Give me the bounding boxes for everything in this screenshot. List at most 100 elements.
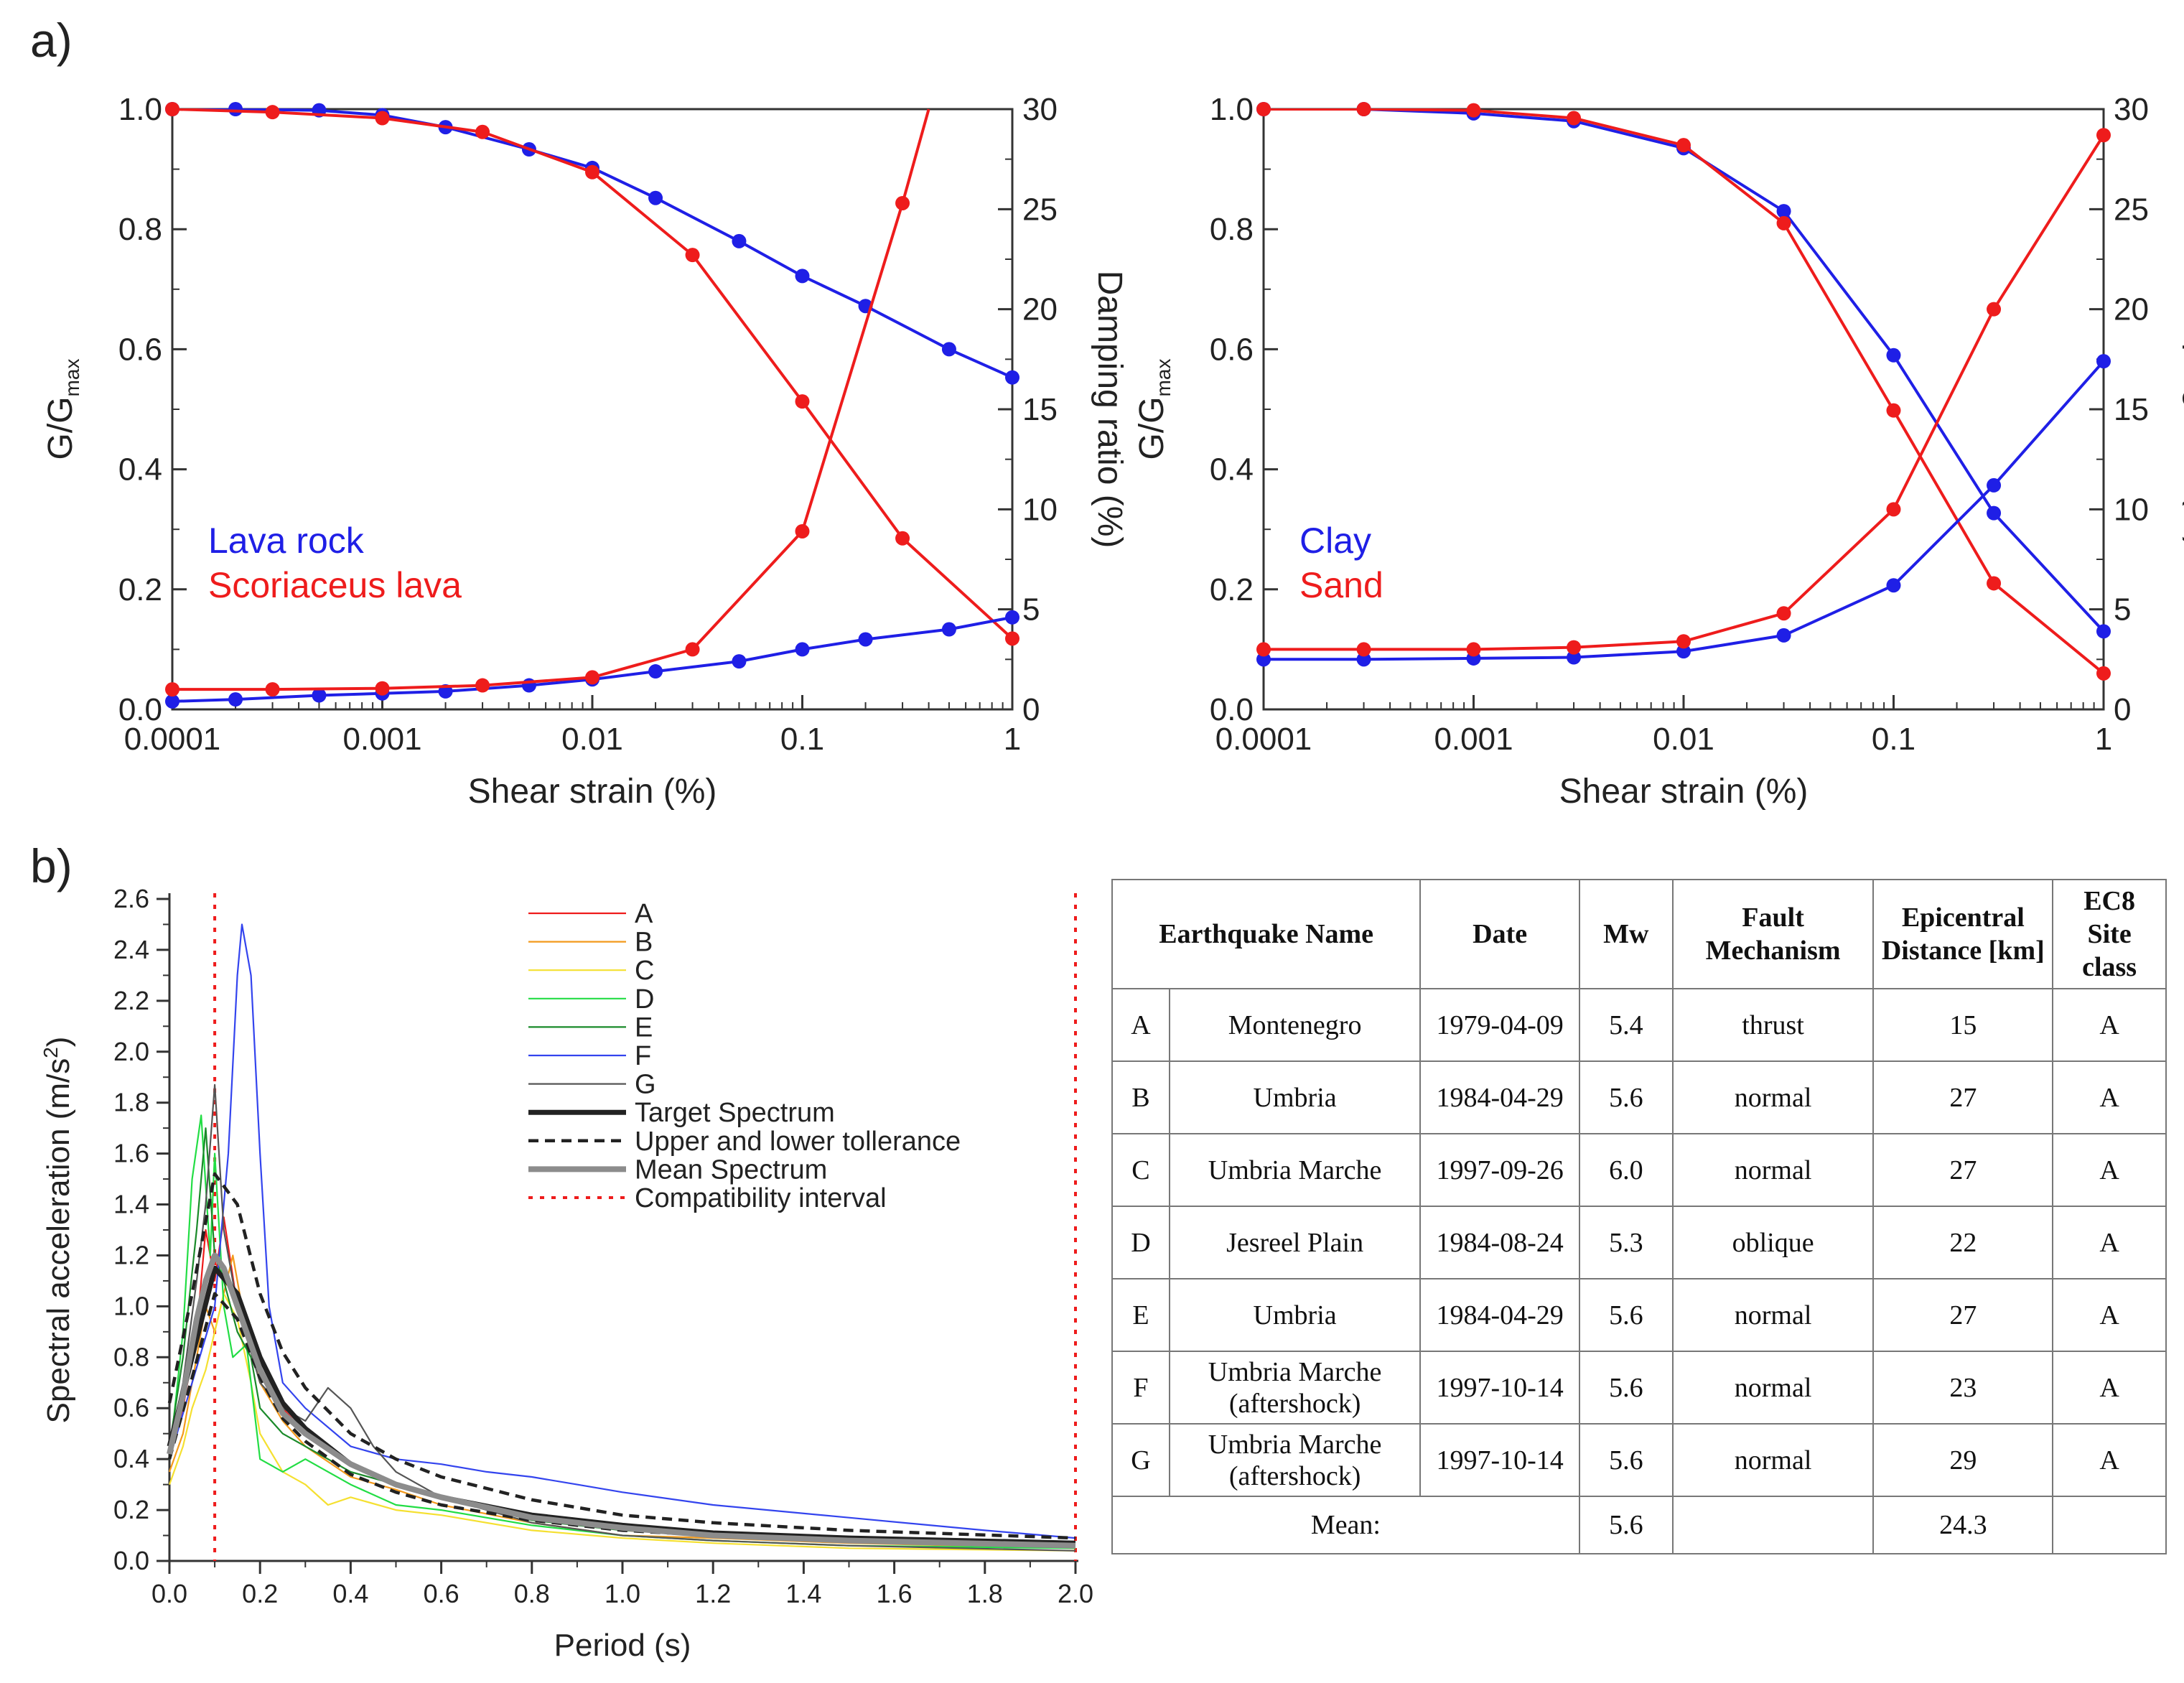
sand-damping-point	[1886, 502, 1901, 517]
cell-mw: 5.4	[1578, 988, 1674, 1062]
x-tick-label: 0.0001	[124, 722, 221, 757]
lava-rock-damping-point	[858, 632, 873, 647]
cell-mw: 6.0	[1578, 1133, 1674, 1207]
cell-name-line2: (aftershock)	[1228, 1460, 1361, 1491]
cell-fault: normal	[1671, 1278, 1875, 1352]
y2-tick-label: 5	[2114, 592, 2131, 628]
cell-distance: 27	[1872, 1278, 2054, 1352]
y-tick-label: 1.0	[1210, 92, 1254, 127]
scoriaceus-lava-g-gmax-point	[895, 531, 910, 546]
clay-g-gmax-point	[2096, 624, 2111, 639]
clay-g-gmax-point	[1776, 204, 1791, 219]
series-f	[168, 923, 1076, 1539]
legend-label-e: E	[635, 1012, 653, 1043]
y-tick-label: 0.0	[113, 1546, 149, 1575]
lava-rock-damping-point	[795, 642, 810, 657]
cell-distance: 29	[1872, 1423, 2054, 1497]
y-tick-label: 2.0	[113, 1037, 149, 1066]
cell-fault: normal	[1671, 1060, 1875, 1134]
legend-label-f: F	[635, 1041, 651, 1071]
y-axis-label: Spectral acceleration (m/s2)	[39, 1037, 76, 1424]
chart-strain-lava: 0.0001 0.001 0.01 0.1 1 0.0 0.2 0.4 0.6 0.8 1.0 0 5 1…	[42, 92, 1129, 811]
clay-damping-point	[1676, 644, 1691, 659]
y-axis-label-sup: 2	[39, 1047, 62, 1058]
cell-name: Umbria	[1168, 1278, 1422, 1352]
series-upper-and-lower-tollerance	[167, 1172, 1076, 1540]
lava-rock-g-gmax-line	[172, 108, 1012, 379]
cell-date: 1979-04-09	[1419, 988, 1580, 1062]
y-axis-label: G/Gmax	[42, 359, 83, 460]
plot-frame	[1262, 108, 2105, 711]
chart-spectral-acceleration: 0.0 0.2 0.4 0.6 0.8 1.0 1.2 1.4 1.6 1.8 2.0 0.0 0.2 0…	[39, 884, 1093, 1663]
y-tick-label: 0.4	[1210, 452, 1254, 488]
cell-mean-empty	[1671, 1496, 1875, 1554]
sand-g-gmax-point	[1466, 103, 1481, 118]
x-tick-label: 1	[2095, 722, 2112, 757]
header-date: Date	[1419, 879, 1580, 989]
y-tick-label: 0.4	[113, 1444, 149, 1473]
lava-rock-damping-point	[732, 654, 747, 669]
legend-label-d: D	[635, 984, 654, 1015]
cell-distance: 23	[1872, 1351, 2054, 1425]
cell-mean-mw: 5.6	[1578, 1496, 1674, 1554]
lava-rock-damping-point	[228, 692, 243, 707]
sand-damping-point	[1676, 634, 1691, 649]
cell-mean-distance: 24.3	[1872, 1496, 2054, 1554]
sand-g-gmax-point	[1776, 215, 1791, 230]
cell-name-line2: (aftershock)	[1228, 1388, 1361, 1419]
y2-tick-label: 15	[1022, 392, 1058, 427]
y-axis-label-main: G/G	[1133, 396, 1171, 460]
series-g	[168, 1083, 1076, 1552]
lava-rock-g-gmax-point	[795, 269, 810, 284]
series-a	[168, 1216, 1076, 1547]
x-tick-label: 0.4	[332, 1579, 368, 1608]
sand-damping-point	[1356, 642, 1371, 657]
scoriaceus-lava-g-gmax-point	[165, 102, 179, 116]
series-upper-and-lower-tollerance-lower	[167, 1292, 1076, 1547]
chart-strain-clay-sand: 0.0001 0.001 0.01 0.1 1 0.0 0.2 0.4 0.6 0.8 1.0 0 5 1…	[1133, 92, 2184, 811]
y2-tick-label: 20	[2114, 292, 2149, 327]
table-header-row: Earthquake Name Date Mw Fault Mechanism E…	[1111, 879, 2167, 989]
cell-fault: normal	[1671, 1351, 1875, 1425]
y2-tick-label: 0	[1022, 692, 1040, 727]
cell-ec8: A	[2052, 1351, 2167, 1425]
lava-rock-damping-point	[1005, 610, 1019, 625]
cell-name: Umbria Marche (aftershock)	[1168, 1351, 1422, 1425]
cell-name-line1: Umbria Marche	[1208, 1429, 1382, 1460]
y-tick-label: 2.2	[113, 986, 149, 1015]
cell-date: 1997-09-26	[1419, 1133, 1580, 1207]
y-tick-label: 1.4	[113, 1190, 149, 1219]
sand-g-gmax-point	[1567, 111, 1582, 126]
table-mean-row: Mean: 5.6 24.3	[1111, 1496, 2167, 1554]
lava-rock-g-gmax-point	[1005, 370, 1019, 385]
cell-date: 1997-10-14	[1419, 1423, 1580, 1497]
cell-name: Montenegro	[1168, 988, 1422, 1062]
cell-fault: normal	[1671, 1133, 1875, 1207]
legend-label-target-spectrum: Target Spectrum	[635, 1098, 835, 1128]
y-tick-label: 0.4	[118, 452, 162, 488]
cell-mw: 5.3	[1578, 1206, 1674, 1279]
x-tick-label: 0.0001	[1215, 722, 1312, 757]
y-axis-label-sub: max	[1152, 359, 1175, 397]
lava-rock-damping-point	[648, 664, 663, 679]
sand-damping-point	[1256, 642, 1271, 657]
sand-g-gmax-line	[1264, 108, 2104, 675]
clay-damping-point	[1567, 650, 1582, 665]
y-axis-label: G/Gmax	[1133, 359, 1175, 460]
sand-g-gmax-point	[1256, 102, 1271, 116]
scoriaceus-lava-g-gmax-point	[685, 248, 700, 263]
series-d	[168, 1114, 1076, 1549]
cell-ec8: A	[2052, 988, 2167, 1062]
series-c	[168, 1292, 1076, 1552]
scoriaceus-lava-damping-point	[475, 678, 490, 693]
cell-id: B	[1111, 1060, 1170, 1134]
scoriaceus-lava-damping-point	[165, 682, 179, 697]
clay-damping-point	[1356, 652, 1371, 667]
table-row: F Umbria Marche (aftershock) 1997-10-14 5…	[1111, 1351, 2167, 1425]
lava-rock-g-gmax-point	[648, 190, 663, 205]
x-tick-label: 0.1	[780, 722, 824, 757]
y-tick-label: 1.6	[113, 1139, 149, 1168]
lava-rock-damping-point	[312, 688, 327, 703]
cell-distance: 27	[1872, 1133, 2054, 1207]
x-tick-label: 1	[1004, 722, 1021, 757]
